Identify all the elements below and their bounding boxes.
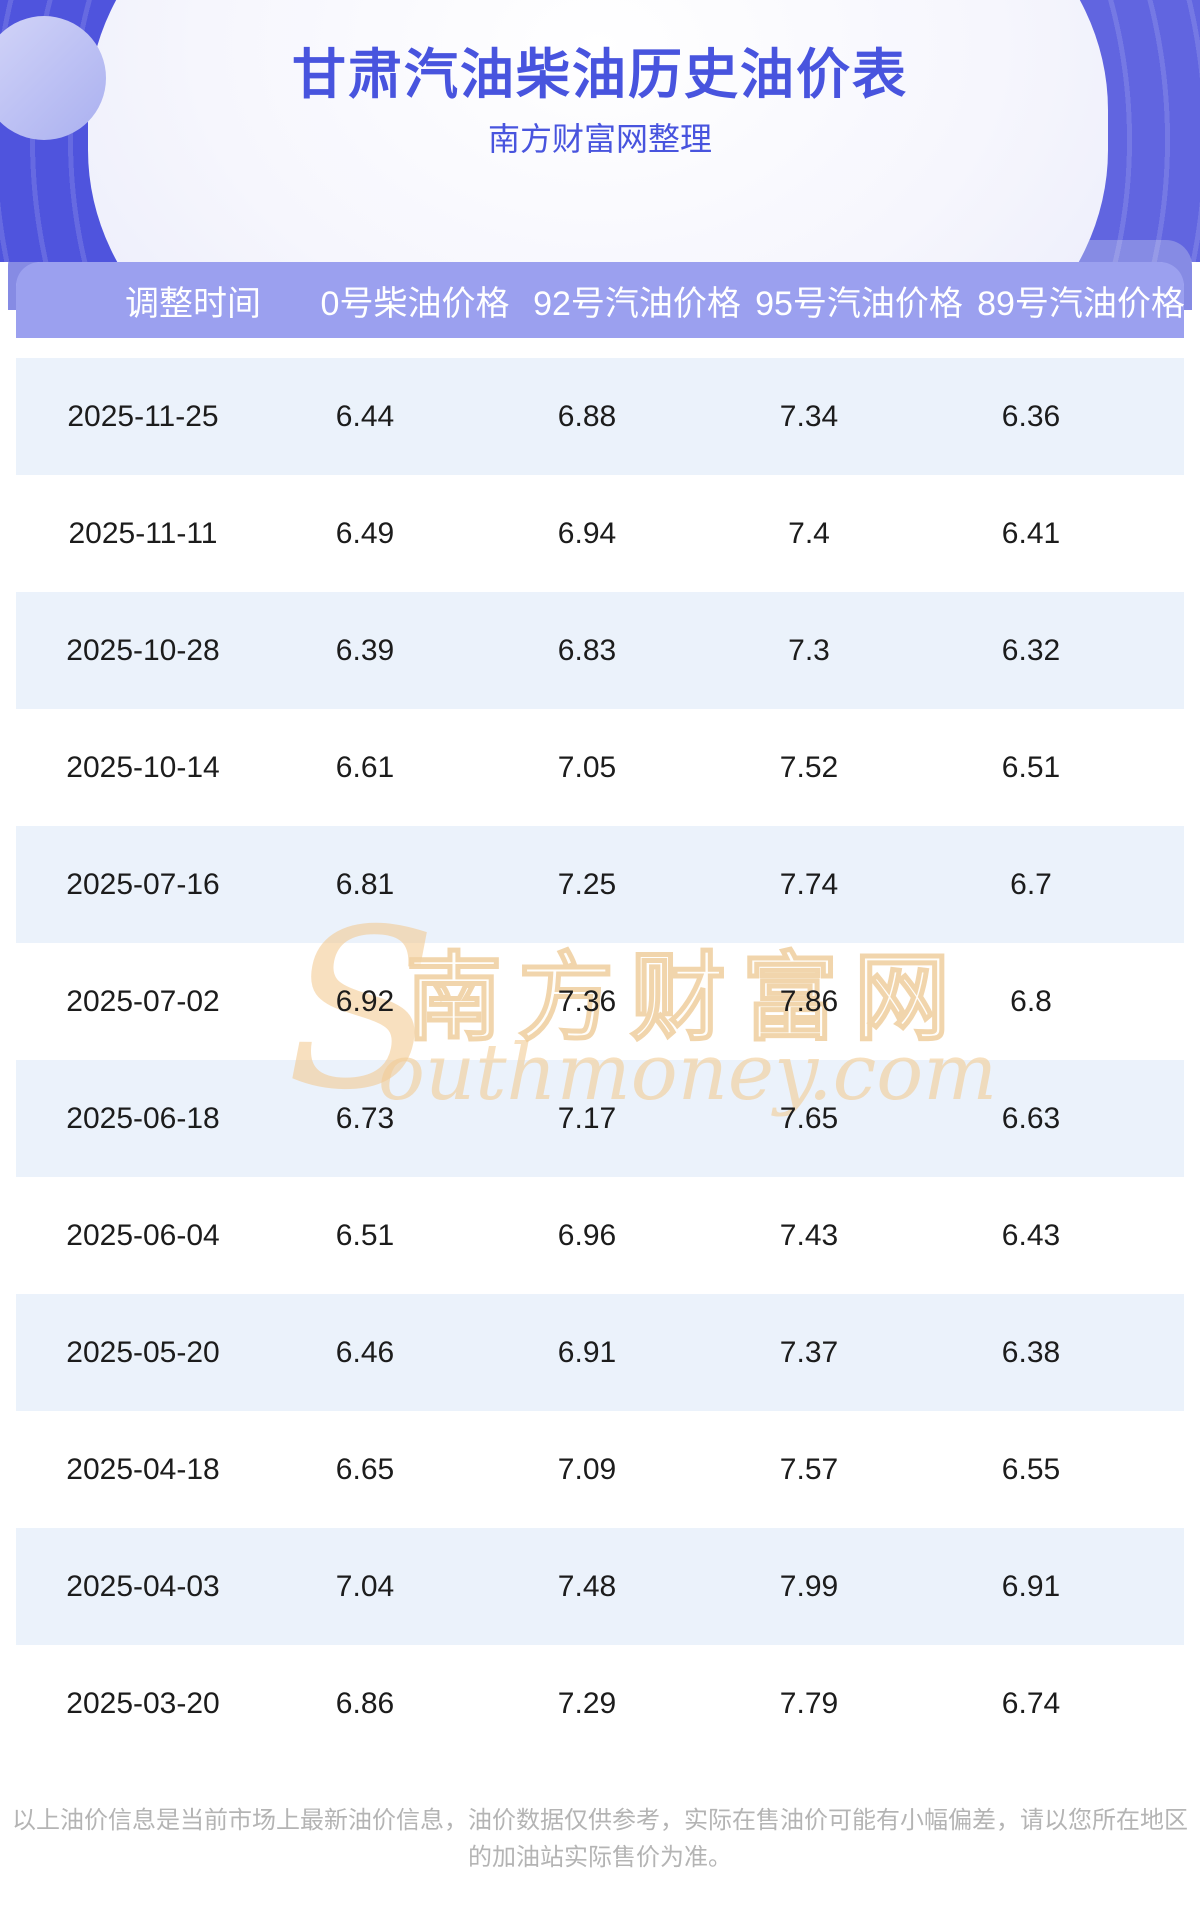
price-cell-gas-95: 7.74 bbox=[779, 867, 839, 901]
price-cell-gas-92: 6.83 bbox=[557, 633, 617, 667]
price-cell-diesel-0: 6.86 bbox=[335, 1686, 395, 1720]
price-cell-diesel-0: 7.04 bbox=[335, 1569, 395, 1603]
price-cell-gas-92: 7.36 bbox=[557, 984, 617, 1018]
hero-circle-decoration bbox=[0, 16, 106, 140]
price-cell-gas-92: 6.96 bbox=[557, 1218, 617, 1252]
column-header-time: 调整时间 bbox=[125, 284, 261, 323]
table-row: 2025-10-14 6.61 7.05 7.52 6.51 bbox=[16, 709, 1184, 826]
page-title: 甘肃汽油柴油历史油价表 bbox=[292, 45, 908, 105]
price-cell-gas-92: 7.25 bbox=[557, 867, 617, 901]
price-cell-gas-95: 7.57 bbox=[779, 1452, 839, 1486]
table-row: 2025-06-04 6.51 6.96 7.43 6.43 bbox=[16, 1177, 1184, 1294]
table-header-row: 调整时间 0号柴油价格 92号汽油价格 95号汽油价格 89号汽油价格 bbox=[16, 262, 1185, 338]
date-cell: 2025-04-18 bbox=[66, 1452, 220, 1486]
column-header-gas-89: 89号汽油价格 bbox=[977, 284, 1185, 323]
price-cell-gas-89: 6.63 bbox=[1001, 1101, 1061, 1135]
page-subtitle: 南方财富网整理 bbox=[487, 121, 712, 157]
table-row: 2025-11-11 6.49 6.94 7.4 6.41 bbox=[16, 475, 1184, 592]
price-cell-diesel-0: 6.92 bbox=[335, 984, 395, 1018]
price-cell-diesel-0: 6.39 bbox=[335, 633, 395, 667]
price-cell-gas-89: 6.55 bbox=[1001, 1452, 1061, 1486]
date-cell: 2025-03-20 bbox=[66, 1686, 220, 1720]
table-row: 2025-04-03 7.04 7.48 7.99 6.91 bbox=[16, 1528, 1184, 1645]
price-cell-gas-92: 7.29 bbox=[557, 1686, 617, 1720]
hero-banner: 甘肃汽油柴油历史油价表 南方财富网整理 bbox=[0, 0, 1200, 262]
date-cell: 2025-10-28 bbox=[66, 633, 220, 667]
price-cell-gas-89: 6.91 bbox=[1001, 1569, 1061, 1603]
date-cell: 2025-04-03 bbox=[66, 1569, 220, 1603]
date-cell: 2025-11-25 bbox=[67, 399, 219, 433]
table-row: 2025-04-18 6.65 7.09 7.57 6.55 bbox=[16, 1411, 1184, 1528]
date-cell: 2025-07-16 bbox=[66, 867, 220, 901]
price-cell-gas-95: 7.79 bbox=[779, 1686, 839, 1720]
price-cell-gas-95: 7.3 bbox=[788, 633, 830, 667]
price-cell-gas-92: 7.09 bbox=[557, 1452, 617, 1486]
price-cell-gas-89: 6.8 bbox=[1010, 984, 1052, 1018]
price-cell-gas-95: 7.99 bbox=[779, 1569, 839, 1603]
price-cell-gas-92: 6.91 bbox=[557, 1335, 617, 1369]
table-row: 2025-05-20 6.46 6.91 7.37 6.38 bbox=[16, 1294, 1184, 1411]
price-cell-diesel-0: 6.44 bbox=[335, 399, 395, 433]
table-row: 2025-11-25 6.44 6.88 7.34 6.36 bbox=[16, 358, 1184, 475]
price-table-card: 调整时间 0号柴油价格 92号汽油价格 95号汽油价格 89号汽油价格 2025… bbox=[16, 262, 1185, 1762]
date-cell: 2025-06-18 bbox=[66, 1101, 220, 1135]
price-cell-gas-89: 6.7 bbox=[1010, 867, 1052, 901]
price-cell-gas-89: 6.32 bbox=[1001, 633, 1061, 667]
price-cell-diesel-0: 6.49 bbox=[335, 516, 395, 550]
table-row: 2025-06-18 6.73 7.17 7.65 6.63 bbox=[16, 1060, 1184, 1177]
price-cell-gas-95: 7.4 bbox=[788, 516, 830, 550]
price-cell-gas-89: 6.36 bbox=[1001, 399, 1061, 433]
price-cell-gas-89: 6.38 bbox=[1001, 1335, 1061, 1369]
price-cell-diesel-0: 6.81 bbox=[335, 867, 395, 901]
price-cell-diesel-0: 6.46 bbox=[335, 1335, 395, 1369]
column-header-gas-92: 92号汽油价格 bbox=[533, 284, 741, 323]
price-cell-gas-89: 6.51 bbox=[1001, 750, 1061, 784]
table-header-gap bbox=[16, 338, 1184, 358]
table-row: 2025-03-20 6.86 7.29 7.79 6.74 bbox=[16, 1645, 1184, 1762]
price-cell-gas-89: 6.74 bbox=[1001, 1686, 1061, 1720]
price-cell-gas-92: 7.17 bbox=[557, 1101, 617, 1135]
date-cell: 2025-06-04 bbox=[66, 1218, 220, 1252]
table-row: 2025-07-16 6.81 7.25 7.74 6.7 bbox=[16, 826, 1184, 943]
price-cell-diesel-0: 6.61 bbox=[335, 750, 395, 784]
price-cell-gas-92: 7.48 bbox=[557, 1569, 617, 1603]
price-cell-diesel-0: 6.51 bbox=[335, 1218, 395, 1252]
date-cell: 2025-07-02 bbox=[66, 984, 220, 1018]
date-cell: 2025-05-20 bbox=[66, 1335, 220, 1369]
price-cell-gas-89: 6.41 bbox=[1001, 516, 1061, 550]
price-cell-diesel-0: 6.73 bbox=[335, 1101, 395, 1135]
price-cell-gas-92: 7.05 bbox=[557, 750, 617, 784]
price-cell-gas-92: 6.88 bbox=[557, 399, 617, 433]
table-row: 2025-07-02 6.92 7.36 7.86 6.8 bbox=[16, 943, 1184, 1060]
hero-white-blob bbox=[88, 0, 1108, 262]
price-cell-gas-95: 7.37 bbox=[779, 1335, 839, 1369]
price-cell-diesel-0: 6.65 bbox=[335, 1452, 395, 1486]
table-row: 2025-10-28 6.39 6.83 7.3 6.32 bbox=[16, 592, 1184, 709]
price-cell-gas-95: 7.86 bbox=[779, 984, 839, 1018]
price-cell-gas-89: 6.43 bbox=[1001, 1218, 1061, 1252]
date-cell: 2025-11-11 bbox=[68, 516, 218, 550]
price-cell-gas-95: 7.65 bbox=[779, 1101, 839, 1135]
price-cell-gas-95: 7.34 bbox=[779, 399, 839, 433]
price-cell-gas-92: 6.94 bbox=[557, 516, 617, 550]
column-header-diesel-0: 0号柴油价格 bbox=[320, 284, 510, 323]
date-cell: 2025-10-14 bbox=[66, 750, 220, 784]
disclaimer-text: 以上油价信息是当前市场上最新油价信息，油价数据仅供参考，实际在售油价可能有小幅偏… bbox=[12, 1807, 1188, 1871]
price-cell-gas-95: 7.52 bbox=[779, 750, 839, 784]
column-header-gas-95: 95号汽油价格 bbox=[755, 284, 963, 323]
price-cell-gas-95: 7.43 bbox=[779, 1218, 839, 1252]
table-body: 2025-11-25 6.44 6.88 7.34 6.36 2025-11-1… bbox=[16, 358, 1184, 1762]
